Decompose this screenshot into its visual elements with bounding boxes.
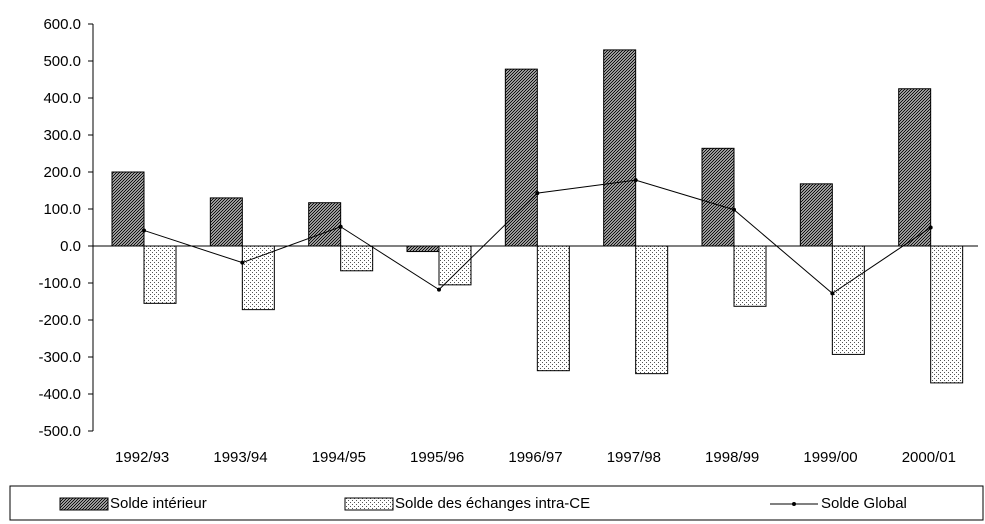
bar-solde-interieur bbox=[603, 49, 637, 247]
bar-solde-interieur bbox=[308, 202, 342, 247]
y-tick-label: 0.0 bbox=[60, 238, 81, 255]
bar-solde-interieur bbox=[406, 245, 440, 253]
y-tick-label: -200.0 bbox=[38, 312, 81, 329]
bar-solde-interieur bbox=[799, 183, 833, 247]
x-tick-label: 2000/01 bbox=[902, 449, 956, 466]
legend-label-solde-echanges-intra-ce: Solde des échanges intra-CE bbox=[395, 495, 590, 512]
legend-label-solde-interieur: Solde intérieur bbox=[110, 495, 207, 512]
y-tick-label: 300.0 bbox=[43, 127, 81, 144]
y-tick-label: -400.0 bbox=[38, 386, 81, 403]
y-tick-label: -300.0 bbox=[38, 349, 81, 366]
legend: Solde intérieur Solde des échanges intra-… bbox=[9, 485, 984, 521]
point-solde-global bbox=[240, 260, 245, 265]
legend-swatch-solde-echanges-intra-ce bbox=[344, 497, 394, 511]
bar-solde-echanges-intra-ce bbox=[733, 245, 767, 307]
plot-area: 600.0 500.0 400.0 300.0 200.0 100.0 0.0 -100.0 -… bbox=[38, 16, 978, 466]
point-solde-global bbox=[732, 207, 736, 212]
y-tick-label: 500.0 bbox=[43, 53, 81, 70]
x-tick-label: 1993/94 bbox=[213, 449, 267, 466]
bar-solde-interieur bbox=[701, 147, 735, 247]
y-tick-label: -500.0 bbox=[38, 423, 81, 440]
x-tick-label: 1994/95 bbox=[312, 449, 366, 466]
point-solde-global bbox=[633, 178, 638, 183]
bar-solde-interieur bbox=[504, 68, 538, 247]
legend-label-solde-global: Solde Global bbox=[821, 495, 907, 512]
point-solde-global bbox=[437, 287, 441, 292]
bar-solde-echanges-intra-ce bbox=[536, 245, 570, 372]
point-solde-global bbox=[338, 224, 343, 229]
y-tick-label: -100.0 bbox=[38, 275, 81, 292]
bar-solde-echanges-intra-ce bbox=[143, 245, 177, 304]
bar-solde-echanges-intra-ce bbox=[340, 245, 374, 272]
x-tick-label: 1997/98 bbox=[607, 449, 661, 466]
bar-solde-echanges-intra-ce bbox=[241, 245, 275, 311]
y-tick-label: 600.0 bbox=[43, 16, 81, 33]
point-solde-global bbox=[928, 225, 933, 230]
y-tick-label: 200.0 bbox=[43, 164, 81, 181]
bar-solde-echanges-intra-ce bbox=[438, 245, 472, 286]
point-solde-global bbox=[142, 228, 146, 233]
bar-solde-interieur bbox=[111, 171, 145, 247]
y-tick-label: 400.0 bbox=[43, 90, 81, 107]
x-tick-label: 1992/93 bbox=[115, 449, 169, 466]
legend-swatch-solde-interieur bbox=[59, 497, 109, 511]
y-tick-label: 100.0 bbox=[43, 201, 81, 218]
point-solde-global bbox=[830, 291, 835, 296]
legend-marker-solde-global bbox=[792, 502, 796, 506]
x-tick-label: 1998/99 bbox=[705, 449, 759, 466]
bar-solde-echanges-intra-ce bbox=[635, 245, 669, 375]
x-tick-label: 1996/97 bbox=[508, 449, 562, 466]
bar-solde-echanges-intra-ce bbox=[930, 245, 964, 384]
x-tick-label: 1999/00 bbox=[803, 449, 857, 466]
bar-solde-interieur bbox=[209, 197, 243, 247]
bar-solde-interieur bbox=[898, 88, 932, 247]
legend-box bbox=[9, 485, 984, 521]
x-tick-label: 1995/96 bbox=[410, 449, 464, 466]
point-solde-global bbox=[535, 191, 540, 196]
bar-solde-echanges-intra-ce bbox=[831, 245, 865, 355]
